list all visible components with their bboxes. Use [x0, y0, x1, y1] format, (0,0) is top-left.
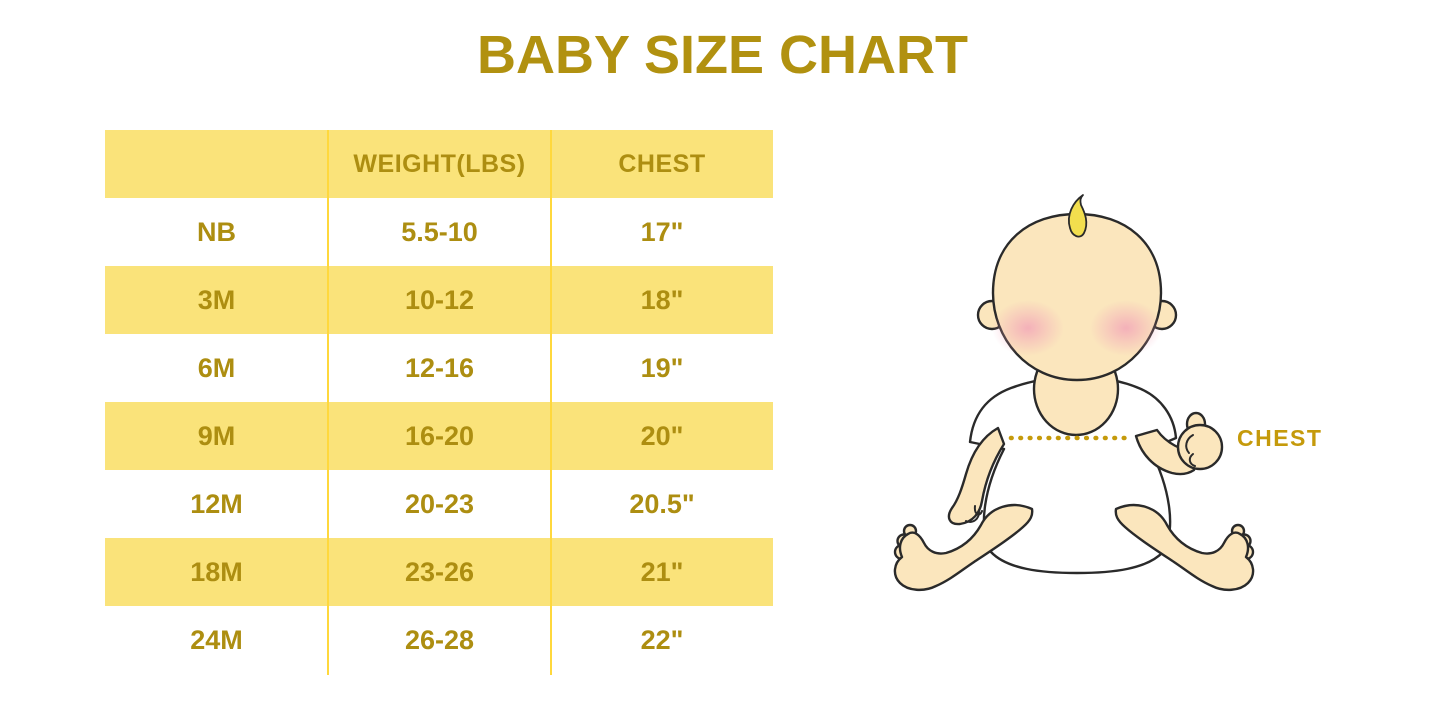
table-row: 6M 12-16 19" [105, 334, 773, 402]
table-row: 3M 10-12 18" [105, 266, 773, 334]
baby-hair-curl [1068, 194, 1088, 238]
page-title: BABY SIZE CHART [476, 25, 969, 85]
cell-weight: 10-12 [404, 284, 475, 315]
baby-left-arm [947, 426, 1006, 526]
cell-size: NB [197, 216, 236, 247]
baby-right-arm [1134, 411, 1224, 476]
column-divider-2 [550, 130, 552, 675]
cell-chest: 18" [640, 284, 684, 315]
cell-weight: 20-23 [404, 488, 475, 519]
cell-chest: 20.5" [629, 488, 695, 519]
baby-right-leg [1114, 503, 1255, 591]
cell-chest: 17" [640, 216, 684, 247]
baby-fist [1176, 423, 1224, 471]
table-header-row: WEIGHT(LBS) CHEST [105, 130, 773, 198]
cell-chest: 20" [640, 420, 684, 451]
chest-label: CHEST [1237, 425, 1322, 451]
cell-size: 3M [197, 284, 236, 315]
column-divider-1 [327, 130, 329, 675]
cell-size: 24M [190, 624, 243, 655]
cell-weight: 5.5-10 [401, 216, 478, 247]
cell-size: 6M [197, 352, 236, 383]
table-row: 9M 16-20 20" [105, 402, 773, 470]
cell-chest: 21" [640, 556, 684, 587]
header-cell-weight: WEIGHT(LBS) [353, 149, 526, 178]
cell-chest: 19" [640, 352, 684, 383]
cell-weight: 26-28 [404, 624, 475, 655]
table-row: NB 5.5-10 17" [105, 198, 773, 266]
baby-illustration: CHEST [893, 194, 1322, 591]
table-row: 12M 20-23 20.5" [105, 470, 773, 538]
cell-weight: 12-16 [404, 352, 475, 383]
table-row: 18M 23-26 21" [105, 538, 773, 606]
cell-size: 18M [190, 556, 243, 587]
baby-left-leg [893, 503, 1034, 591]
cell-weight: 16-20 [404, 420, 475, 451]
baby-head [991, 212, 1163, 382]
size-table: WEIGHT(LBS) CHEST NB 5.5-10 17" 3M 10-12… [105, 130, 773, 674]
cell-size: 9M [197, 420, 236, 451]
table-row: 24M 26-28 22" [105, 606, 773, 674]
cell-weight: 23-26 [404, 556, 475, 587]
baby-blush-cheeks [992, 300, 1162, 356]
cell-size: 12M [190, 488, 243, 519]
cell-chest: 22" [640, 624, 684, 655]
header-cell-chest: CHEST [618, 149, 706, 178]
